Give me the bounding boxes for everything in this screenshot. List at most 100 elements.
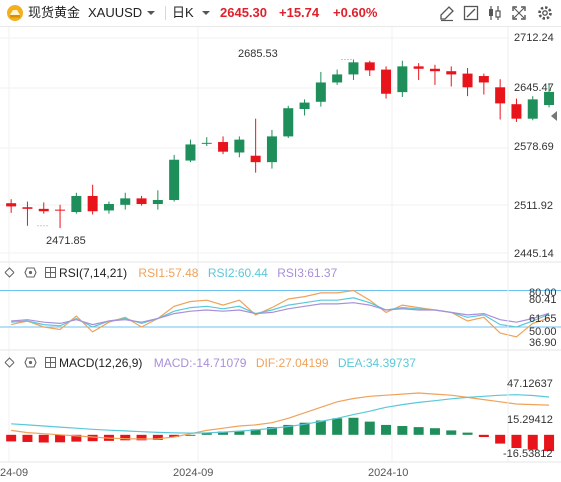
candle-body [6,203,17,207]
macd-tick: 47.12637 [507,378,553,390]
time-tick: 2024-10 [368,467,409,479]
rsi-tick: 36.90 [529,337,557,349]
candle-body [397,66,408,93]
macd-histogram-bar [250,429,261,435]
timeframe-chevron-icon[interactable] [201,8,211,18]
indicator-params-icon[interactable] [44,357,56,368]
candle-body [413,66,424,69]
macd-histogram-bar [332,418,343,435]
chart-toolbar: 现货黄金 XAUUSD 日K 2645.30 +15.74 +0.60% [0,0,561,27]
candle-body [332,74,343,83]
hide-indicator-icon[interactable] [4,267,15,278]
chevron-down-icon[interactable] [146,8,156,18]
indicator-params-icon[interactable] [44,267,56,278]
indicator-settings-icon[interactable] [24,357,37,368]
macd-histogram-bar [136,434,147,441]
rsi-tick: 50.00 [529,326,557,338]
candle-body [544,91,555,106]
rsi3-value: RSI3:61.37 [277,266,338,280]
macd-histogram-bar [299,422,310,435]
macd-histogram-bar [315,420,326,435]
macd-histogram-bar [22,434,33,442]
rsi-title[interactable]: RSI(7,14,21) [59,266,128,280]
candlestick-pane [6,59,555,229]
price-change-pct: +0.60% [333,5,378,20]
macd-histogram-bar [381,424,392,435]
rsi-tick: 61.65 [529,313,557,325]
indicator-settings-icon[interactable] [24,267,37,278]
price-tick: 2445.14 [514,248,554,260]
timeframe-selector[interactable]: 日K [172,5,194,20]
price-tick: 2511.92 [514,200,553,212]
fullscreen-icon[interactable] [510,4,528,22]
candle-body [511,104,522,119]
candle-body [185,144,196,161]
macd-legend: MACD(12,26,9) MACD:-14.71079 DIF:27.0419… [4,356,416,370]
candle-body [446,71,457,75]
macd-pane [6,392,555,451]
rsi-legend: RSI(7,14,21) RSI1:57.48 RSI2:60.44 RSI3:… [4,266,337,280]
macd-histogram-bar [234,430,245,435]
toolbar-divider [165,6,166,20]
candle-body [38,208,49,212]
candle-body [299,102,310,110]
candle-body [348,62,359,75]
adjust-icon[interactable] [462,4,480,22]
macd-histogram-bar [511,434,522,449]
macd-histogram-bar [348,417,359,435]
candle-body [478,76,489,83]
candle-body [527,99,538,119]
hide-indicator-icon[interactable] [4,357,15,368]
macd-histogram-bar [152,434,163,440]
candle-body [250,155,261,163]
macd-value: MACD:-14.71079 [153,356,247,370]
candle-body [201,142,212,144]
rsi-line-rsi1 [11,289,550,338]
dif-value: DIF:27.04199 [255,356,329,370]
macd-histogram-bar [495,434,506,444]
symbol-name[interactable]: 现货黄金 [28,5,81,20]
rsi-tick: 80.00 [529,287,557,299]
time-tick: 2024-09 [173,467,214,479]
candle-body [462,73,473,88]
macd-histogram-bar [446,430,457,435]
candle-body [55,209,66,211]
macd-histogram-bar [478,434,489,438]
macd-histogram-bar [283,424,294,435]
macd-histogram-bar [544,434,555,451]
time-tick: 24-09 [0,467,29,479]
candle-body [152,199,163,205]
low-price-label: 2471.85 [46,235,86,247]
candle-body [364,62,375,71]
macd-title[interactable]: MACD(12,26,9) [59,356,143,370]
settings-icon[interactable] [536,4,554,22]
candle-body [234,139,245,153]
indicator-icon[interactable] [486,4,504,22]
macd-histogram-bar [201,433,212,435]
candle-body [71,195,82,213]
macd-histogram-bar [87,434,98,442]
candle-body [315,82,326,102]
candle-body [495,87,506,104]
macd-tick: 15.29412 [507,414,553,426]
rsi-tick: 80.41 [529,294,557,306]
macd-line-dif [11,392,550,440]
high-price-label: 2685.53 [238,48,278,60]
candle-body [22,207,33,209]
draw-icon[interactable] [438,4,456,22]
candle-body [283,108,294,137]
dea-value: DEA:34.39737 [337,356,416,370]
macd-histogram-bar [218,431,229,435]
macd-histogram-bar [169,434,180,438]
macd-histogram-bar [364,421,375,435]
macd-histogram-bar [38,434,49,443]
symbol-code[interactable]: XAUUSD [88,5,143,20]
macd-histogram-bar [397,426,408,435]
macd-tick: -16.53812 [503,448,553,460]
collapse-axis-icon[interactable] [550,110,559,122]
macd-histogram-bar [413,427,424,435]
candle-body [120,198,131,205]
macd-histogram-bar [266,427,277,435]
